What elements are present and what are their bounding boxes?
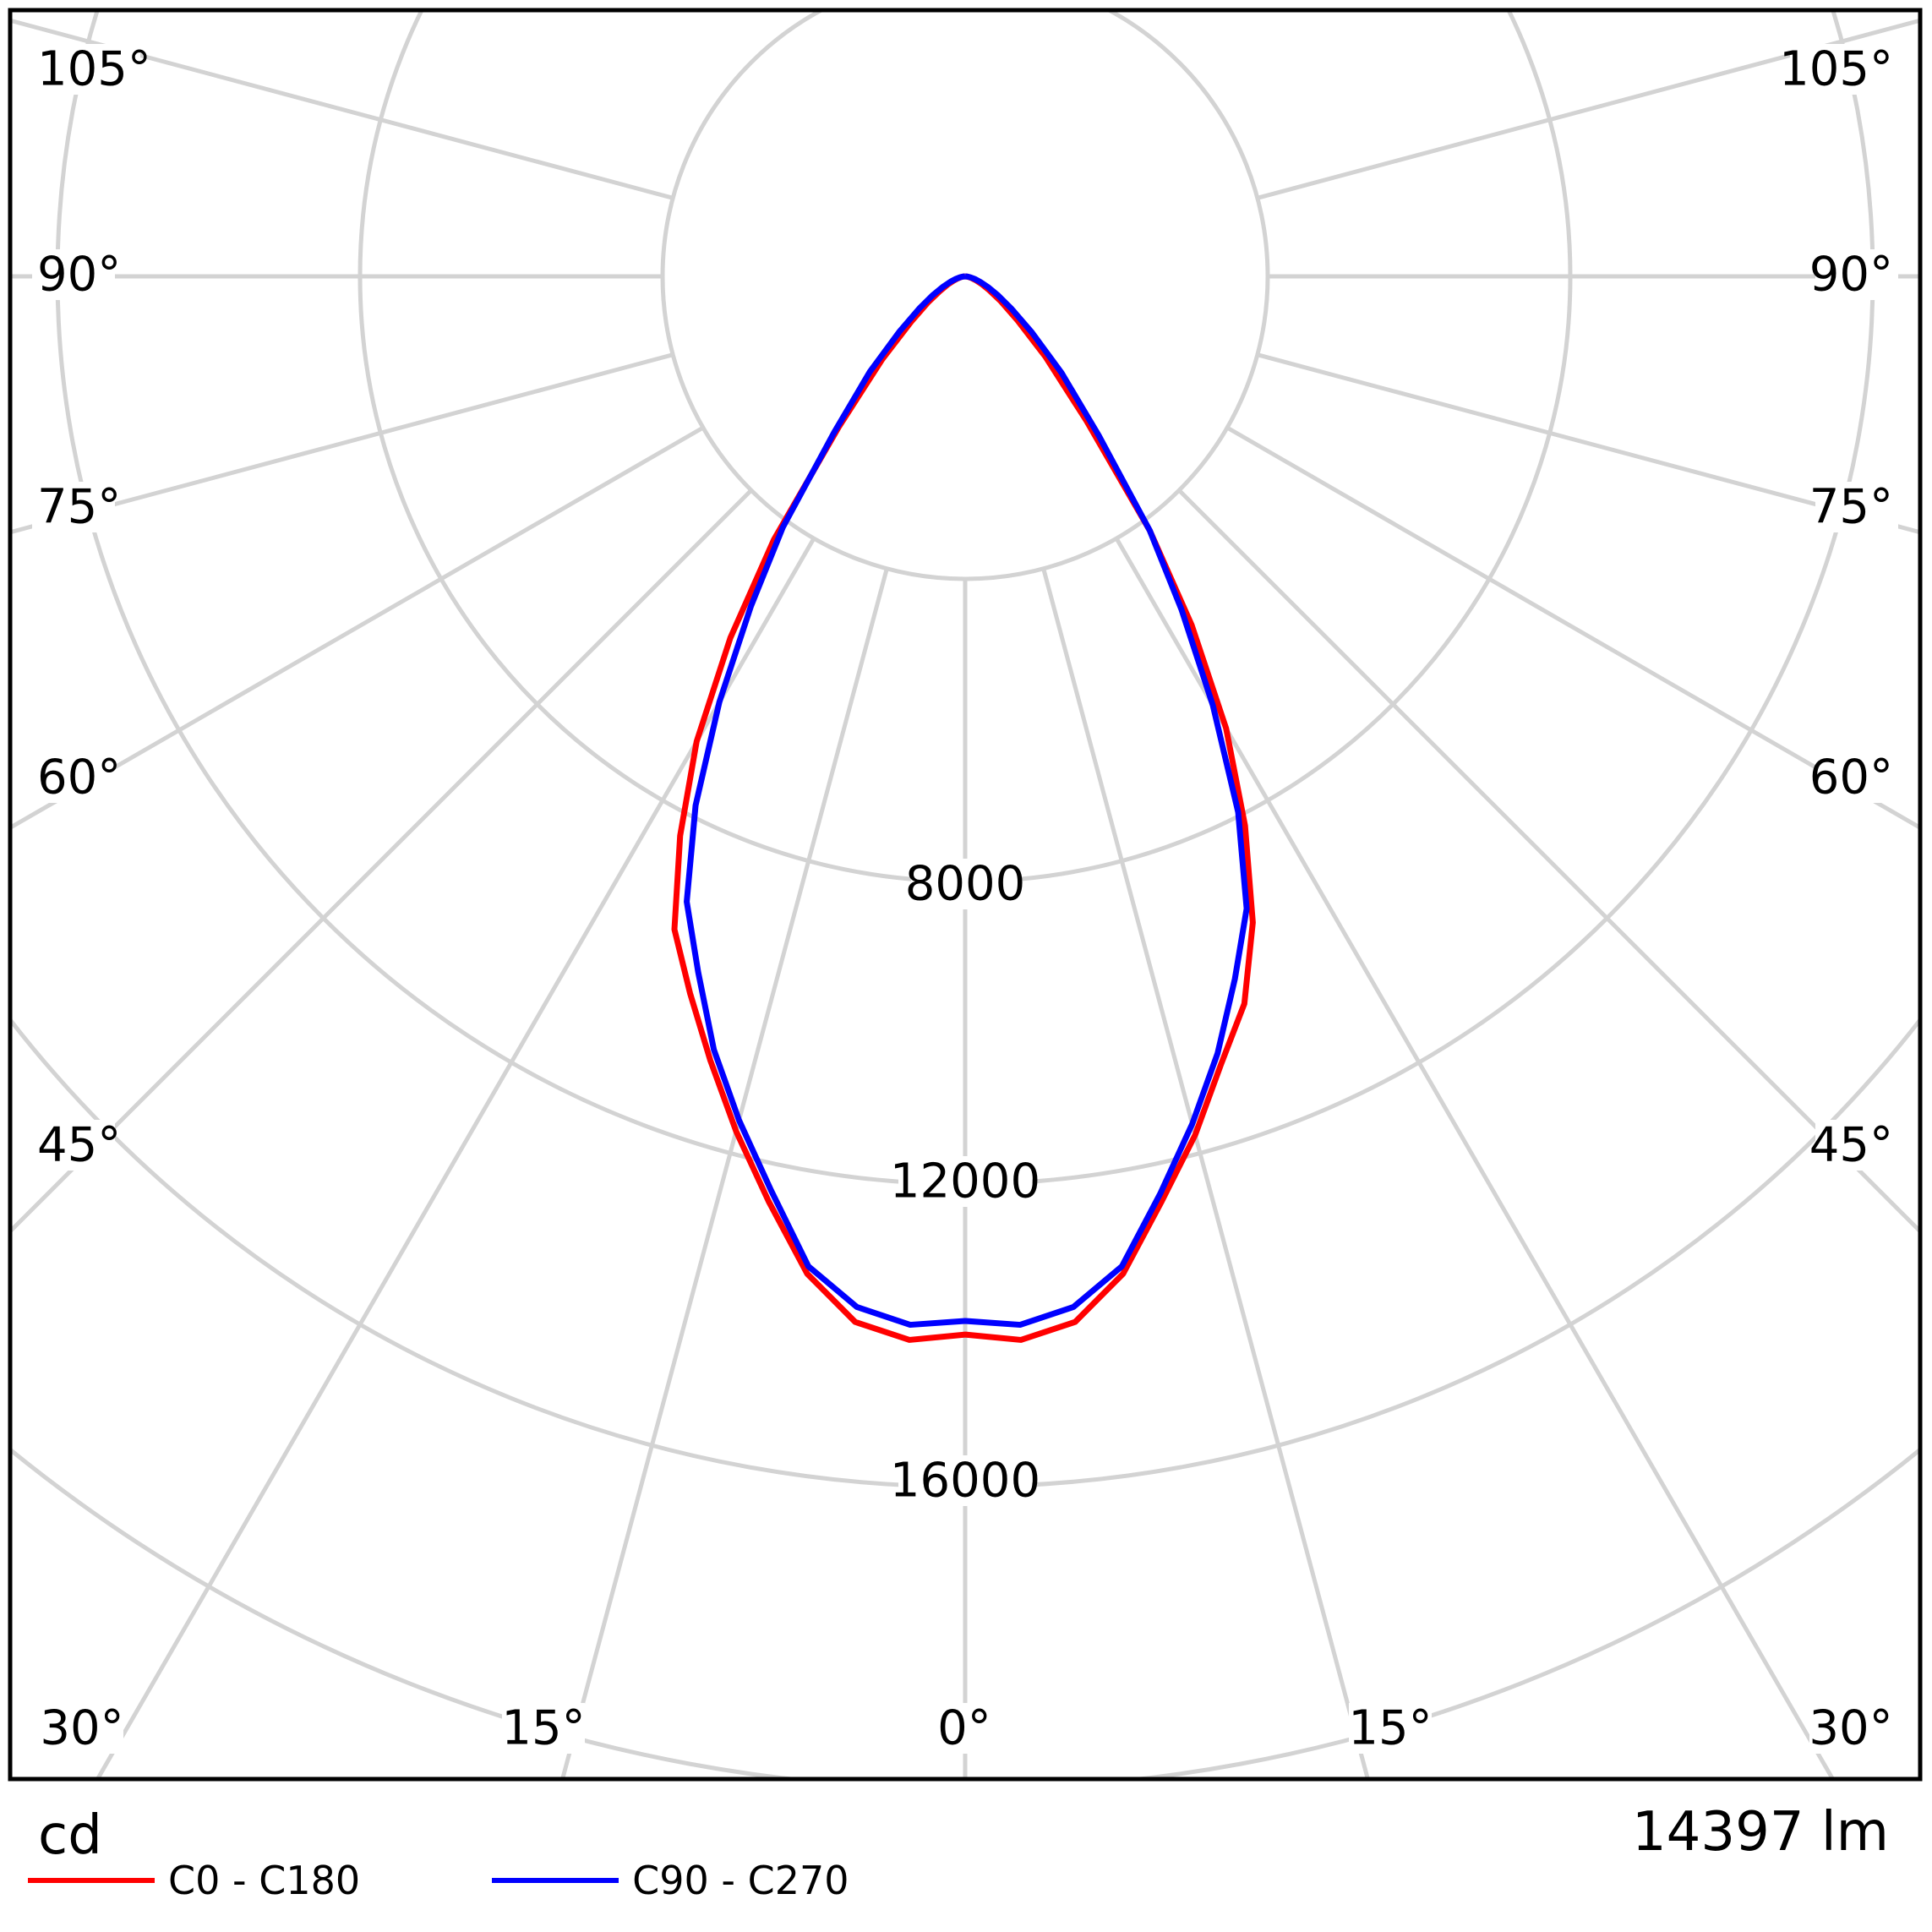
ring-label-8000: 8000 [905,857,1026,912]
legend-item-c90: C90 - C270 [492,1858,849,1903]
grid-ray-right-105 [1257,18,1920,200]
angle-label-bottom-30-bg [1809,1703,1892,1754]
ring-label-12000-bg [898,1156,1032,1207]
angle-label-right-90: 90° [1809,248,1893,303]
angle-label-left-105-bg [32,44,140,95]
legend-swatch-c0-c180 [28,1878,155,1883]
plot-border [8,8,1923,1782]
legend-item-c0: C0 - C180 [28,1858,360,1903]
angle-label-left-90: 90° [37,248,121,303]
grid-ring-4000 [660,10,1270,581]
angle-label-bottom-m15-bg [502,1703,585,1754]
angle-label-bottom-0-bg [936,1703,993,1754]
angle-label-bottom-15: 15° [1348,1701,1432,1756]
intensity-unit-label: cd [38,1804,102,1867]
grid-ray-right-30 [1114,537,1836,1779]
legend-label-c90-c270: C90 - C270 [632,1858,849,1903]
angle-label-bottom-m30: 30° [40,1701,123,1756]
grid-ray-left-75 [10,352,674,535]
angle-label-left-60: 60° [37,750,121,805]
legend-label-c0-c180: C0 - C180 [168,1858,361,1903]
legend-swatch-c90-c270 [492,1878,619,1883]
grid-ray-left-45 [10,488,753,1235]
legend: C0 - C180 C90 - C270 [28,1858,849,1903]
angle-label-left-45-bg [32,1120,115,1171]
grid-ray-left-30 [95,537,816,1779]
angle-label-right-60: 60° [1809,750,1893,805]
ring-label-12000: 12000 [890,1154,1040,1209]
curve-C90-C270 [684,273,1250,1329]
grid-ray-left-105 [10,18,674,200]
angle-label-left-75-bg [32,482,115,532]
angle-label-bottom-30: 30° [1809,1701,1892,1756]
angle-label-right-75: 75° [1809,480,1893,535]
angle-label-right-75-bg [1815,482,1898,532]
angle-label-left-105: 105° [37,42,151,97]
angle-label-right-105-bg [1790,44,1898,95]
angle-label-bottom-0: 0° [937,1701,991,1756]
luminous-flux-label: 14397 lm [1631,1801,1889,1864]
angle-label-right-105: 105° [1779,42,1893,97]
angle-label-right-90-bg [1815,249,1898,300]
ring-label-8000-bg [911,859,1019,909]
angle-label-left-90-bg [32,249,115,300]
angle-label-bottom-m30-bg [41,1703,123,1754]
angle-label-left-75: 75° [37,480,121,535]
angle-label-left-60-bg [32,752,115,803]
angle-label-right-60-bg [1815,752,1898,803]
angle-label-right-45: 45° [1809,1118,1893,1173]
angle-label-bottom-15-bg [1349,1703,1432,1754]
grid-ray-right-60 [1225,425,1920,831]
grid-ray-right-45 [1177,488,1920,1235]
ring-label-16000: 16000 [890,1454,1040,1509]
ring-label-16000-bg [898,1455,1032,1506]
angle-label-right-45-bg [1815,1120,1898,1171]
angle-label-left-45: 45° [37,1118,121,1173]
grid-ray-right-75 [1257,352,1920,535]
angle-label-bottom-m15: 15° [501,1701,585,1756]
grid-ray-left-60 [10,425,705,831]
